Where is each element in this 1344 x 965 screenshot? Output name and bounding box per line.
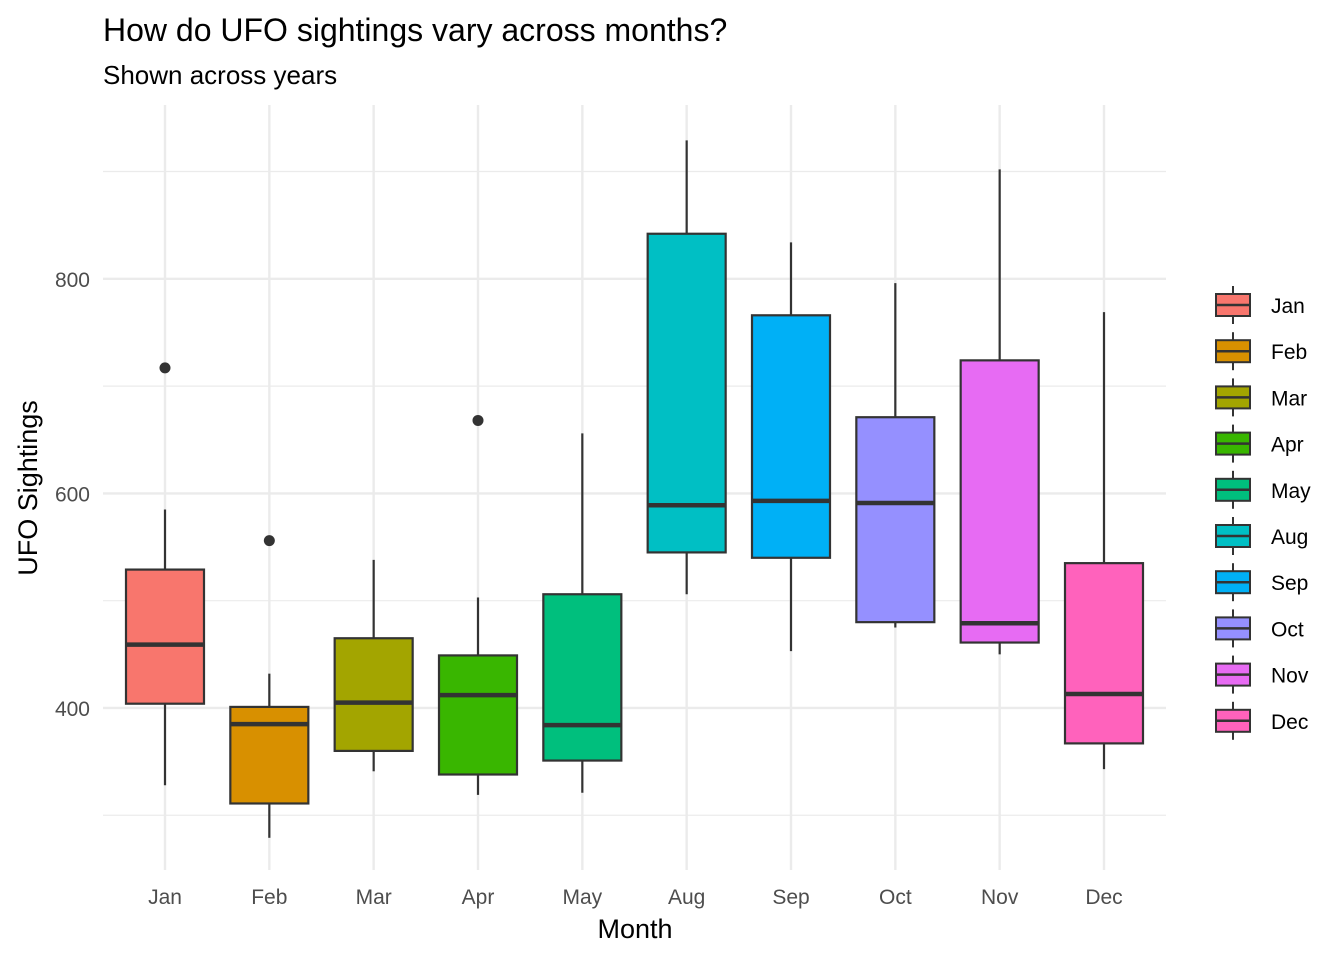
x-tick-label: Jan [148,886,182,909]
box-jan [124,362,206,786]
chart-subtitle: Shown across years [103,60,337,90]
x-tick-label: Aug [668,886,705,909]
outlier-point [263,535,275,547]
legend-item-feb: Feb [1215,332,1307,371]
box-apr [437,414,519,795]
legend-item-aug: Aug [1215,517,1308,555]
iqr-box [855,416,936,624]
legend-label: Mar [1271,387,1307,410]
box-oct [855,283,936,628]
iqr-box [542,593,623,762]
chart-title: How do UFO sightings vary across months? [103,12,727,48]
x-tick-label: Sep [772,886,809,909]
legend-label: Nov [1271,665,1309,688]
iqr-box [646,232,727,554]
outlier-point [159,362,171,374]
legend-item-dec: Dec [1215,701,1308,740]
box-nov [959,169,1040,655]
legend-label: Sep [1271,572,1308,595]
x-tick-label: Oct [879,886,912,909]
iqr-box [1063,562,1145,745]
legend-item-sep: Sep [1215,563,1308,602]
box-sep [750,242,832,652]
x-tick-label: Dec [1085,886,1122,909]
y-tick-label: 400 [55,698,90,721]
y-tick-label: 800 [55,269,90,292]
legend-item-jan: Jan [1215,286,1305,324]
y-axis-label: UFO Sightings [13,400,43,576]
legend-item-nov: Nov [1215,655,1309,694]
legend-item-apr: Apr [1215,424,1304,463]
box-dec [1063,312,1145,770]
legend-label: Jan [1271,295,1305,318]
outlier-point [472,414,484,426]
legend-label: Dec [1271,711,1308,734]
box-may [542,433,623,793]
iqr-box [959,359,1040,644]
legend-label: May [1271,480,1311,503]
x-tick-label: Feb [251,886,287,909]
iqr-box [124,568,206,705]
y-tick-label: 600 [55,483,90,506]
legend-label: Apr [1271,434,1304,457]
x-tick-label: Mar [356,886,392,909]
legend-label: Oct [1271,618,1304,641]
x-tick-label: May [562,886,602,909]
box-aug [646,140,727,595]
x-tick-label: Nov [981,886,1019,909]
x-tick-label: Apr [462,886,495,909]
box-mar [333,559,414,772]
legend-item-mar: Mar [1215,378,1307,417]
x-axis-label: Month [597,914,672,944]
iqr-box [750,314,832,559]
legend-label: Feb [1271,341,1307,364]
iqr-box [437,654,519,776]
iqr-box [333,637,414,753]
iqr-box [229,705,310,805]
legend-item-oct: Oct [1215,609,1304,648]
legend-label: Aug [1271,526,1308,549]
box-feb [229,535,310,838]
legend-item-may: May [1215,470,1311,509]
